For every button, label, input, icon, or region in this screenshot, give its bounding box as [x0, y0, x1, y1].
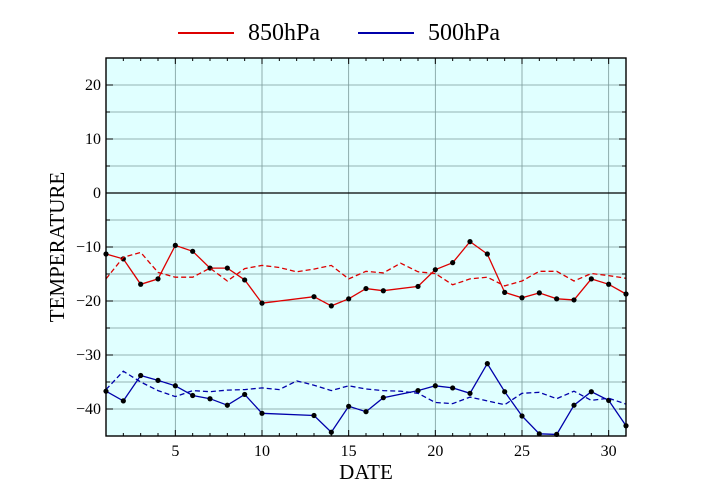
data-point	[138, 281, 144, 287]
data-point	[190, 392, 196, 399]
data-point	[172, 242, 178, 248]
plot-frame	[105, 57, 627, 437]
data-point	[120, 398, 126, 404]
data-point	[467, 390, 473, 396]
data-point	[346, 296, 352, 302]
y-tick-label: 10	[85, 131, 101, 148]
data-point	[467, 239, 473, 245]
data-point	[242, 391, 248, 398]
series-normal-line	[105, 251, 627, 287]
data-point	[172, 383, 178, 389]
y-tick-label: 0	[93, 185, 101, 202]
data-point	[536, 290, 542, 296]
data-point	[328, 303, 334, 309]
data-point	[432, 383, 438, 389]
x-tick-label: 20	[427, 443, 443, 460]
legend-item-850hpa: 850hPa	[178, 16, 320, 50]
data-point	[415, 283, 421, 290]
data-point	[450, 385, 456, 391]
x-tick-label: 5	[171, 443, 179, 460]
data-point	[155, 377, 161, 383]
data-point	[363, 285, 369, 292]
chart-legend: 850hPa 500hPa	[0, 16, 702, 50]
data-point	[588, 389, 594, 395]
data-point	[311, 412, 317, 419]
legend-swatch-500hpa	[358, 32, 414, 34]
data-point	[190, 248, 196, 254]
x-tick-label: 25	[514, 443, 530, 460]
y-tick-label: −10	[76, 239, 101, 256]
data-point	[519, 295, 525, 301]
x-axis-label: DATE	[339, 460, 393, 484]
legend-item-500hpa: 500hPa	[358, 16, 500, 50]
data-point	[346, 403, 352, 409]
data-point	[432, 267, 438, 273]
y-tick-label: −20	[76, 293, 101, 310]
data-point	[224, 265, 230, 271]
y-tick-label: 20	[85, 77, 101, 94]
series-line	[105, 362, 627, 436]
x-tick-label: 30	[601, 443, 617, 460]
data-point	[536, 431, 542, 437]
data-point	[259, 300, 265, 306]
data-point	[138, 372, 144, 379]
legend-label-500hpa: 500hPa	[428, 19, 500, 46]
data-point	[450, 260, 456, 266]
data-point	[224, 402, 230, 408]
data-point	[588, 276, 594, 282]
series-normal-line	[105, 370, 627, 406]
y-tick-label: −30	[76, 347, 101, 364]
data-point	[328, 429, 334, 435]
series-line	[105, 240, 627, 307]
data-point	[259, 410, 265, 416]
data-point	[363, 409, 369, 415]
data-point	[484, 251, 490, 257]
data-point	[242, 277, 248, 283]
data-point	[606, 281, 612, 287]
data-point	[571, 402, 577, 408]
y-axis-label: TEMPERATURE	[45, 172, 69, 323]
legend-label-850hpa: 850hPa	[248, 19, 320, 46]
x-tick-label: 10	[254, 443, 270, 460]
data-point	[415, 388, 421, 394]
x-tick-label: 15	[341, 443, 357, 460]
data-point	[571, 297, 577, 303]
data-point	[484, 361, 490, 367]
data-point	[502, 389, 508, 395]
data-point	[554, 296, 560, 302]
legend-swatch-850hpa	[178, 32, 234, 34]
data-point	[207, 396, 213, 402]
data-point	[155, 276, 161, 282]
data-point	[519, 413, 525, 419]
data-point	[380, 288, 386, 294]
data-point	[380, 395, 386, 401]
y-tick-label: −40	[76, 401, 101, 418]
data-point	[502, 289, 508, 295]
data-point	[311, 294, 317, 300]
